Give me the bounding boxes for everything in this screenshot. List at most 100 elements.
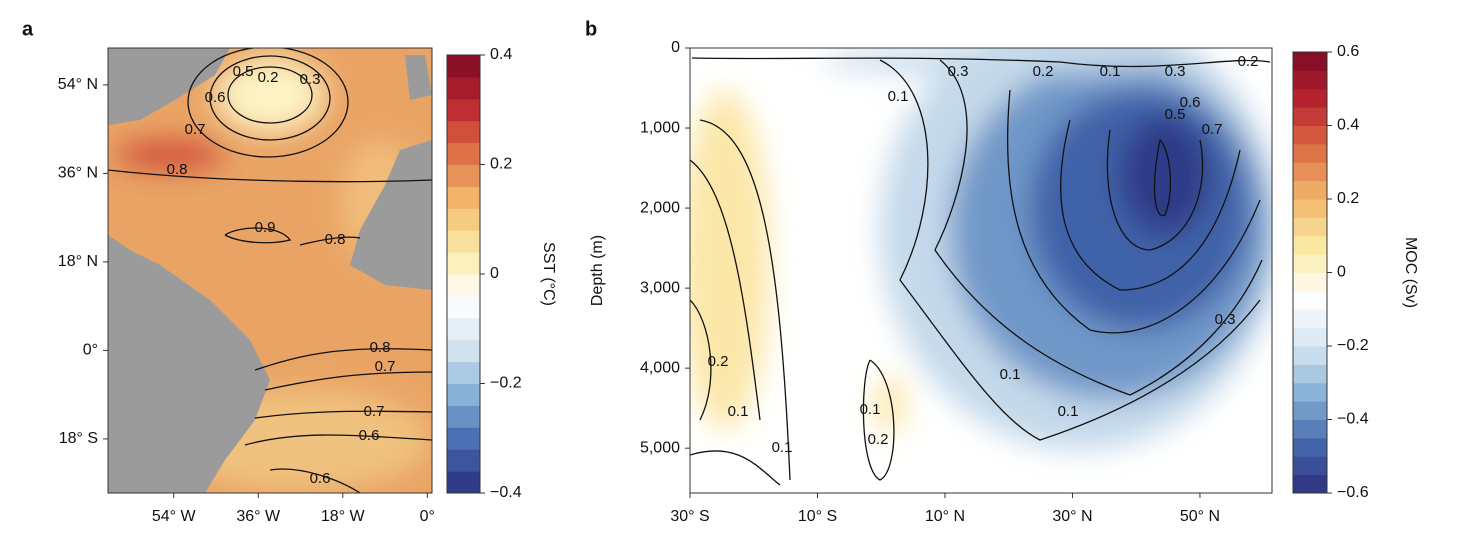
colorbar-band [447, 76, 480, 100]
colorbar-band [1293, 162, 1327, 182]
colorbar-band [447, 449, 480, 472]
contour-label: 0.5 [1165, 106, 1186, 123]
colorbar-band [1293, 382, 1327, 402]
colorbar-band [447, 274, 480, 297]
colorbar-band [1293, 346, 1327, 365]
plot-frame [107, 47, 433, 494]
colorbar-band [1293, 217, 1327, 237]
field [108, 48, 432, 493]
x-tick-label: 18° W [321, 508, 366, 525]
colorbar-tick-label: 0.2 [1337, 190, 1359, 207]
colorbar-band [1293, 70, 1327, 90]
contour-label: 0.1 [1100, 63, 1121, 80]
colorbar-tick-label: 0.4 [490, 46, 512, 63]
x-tick-label: 10° S [798, 508, 837, 525]
contour-label: 0.7 [1202, 121, 1223, 138]
contour-label: 0.8 [370, 339, 391, 356]
colorbar-band [447, 383, 480, 406]
contour-label: 0.6 [310, 470, 331, 487]
field [690, 48, 1272, 493]
contour-label: 0.3 [1165, 63, 1186, 80]
contour-label: 0.8 [325, 231, 346, 248]
y-tick-label: 54° N [58, 76, 98, 93]
contour-label: 0.1 [888, 88, 909, 105]
x-tick-label: 30° N [1052, 508, 1092, 525]
colorbar-band [447, 120, 480, 144]
colorbar-band [1293, 180, 1327, 200]
contour-label: 0.2 [258, 69, 279, 86]
colorbar-band [447, 98, 480, 122]
colorbar-band [447, 186, 480, 209]
x-tick-label: 54° W [152, 508, 197, 525]
colorbar-band [1293, 125, 1327, 145]
colorbar-band [447, 339, 480, 363]
colorbar-band [447, 405, 480, 428]
y-tick-label: 18° S [59, 430, 98, 447]
colorbar-band [447, 142, 480, 165]
contour-label: 0.1 [1058, 403, 1079, 420]
colorbar-tick-label: 0.2 [490, 156, 512, 173]
colorbar-band [447, 230, 480, 253]
contour-label: 0.7 [375, 358, 396, 375]
contour-label: 0.8 [167, 161, 188, 178]
x-tick-label: 36° W [236, 508, 281, 525]
colorbar-tick-label: 0 [1337, 264, 1346, 281]
contour-label: 0.2 [1238, 53, 1259, 70]
colorbar-band [1293, 290, 1327, 310]
y-tick-label: 5,000 [640, 439, 680, 456]
y-tick-label: 0 [671, 39, 680, 56]
colorbar-tick-label: 0.4 [1337, 117, 1359, 134]
x-tick-label: 0° [420, 508, 435, 525]
colorbar-band [447, 317, 480, 341]
colorbar-band [447, 295, 480, 319]
colorbar-tick-label: −0.4 [1337, 411, 1369, 428]
colorbar-band [1293, 52, 1327, 71]
contour-label: 0.3 [300, 71, 321, 88]
colorbar-band [1293, 474, 1327, 494]
colorbar-band [447, 361, 480, 384]
contour-label: 0.6 [359, 427, 380, 444]
colorbar-band [1293, 107, 1327, 126]
x-tick-label: 50° N [1180, 508, 1220, 525]
x-tick-label: 30° S [670, 508, 709, 525]
colorbar-band [1293, 199, 1327, 218]
contour-label: 0.9 [255, 219, 276, 236]
colorbar-band [1293, 272, 1327, 292]
colorbar-band [1293, 235, 1327, 255]
contour-label: 0.3 [948, 63, 969, 80]
colorbar-tick-label: −0.2 [490, 375, 522, 392]
colorbar-band [447, 208, 480, 231]
colorbar-band [1293, 327, 1327, 347]
colorbar-band [1293, 364, 1327, 384]
contour-label: 0.1 [1000, 366, 1021, 383]
contour-label: 0.2 [1033, 63, 1054, 80]
contour-label: 0.6 [205, 89, 226, 106]
colorbar-tick-label: −0.2 [1337, 337, 1369, 354]
colorbar-tick-label: 0.6 [1337, 43, 1359, 60]
colorbar-tick-label: −0.6 [1337, 484, 1369, 501]
panel-label: b [585, 18, 597, 40]
colorbar-band [1293, 437, 1327, 457]
plot-frame [689, 47, 1273, 494]
contour-label: 0.2 [708, 353, 729, 370]
colorbar-band [447, 164, 480, 187]
contour-label: 0.6 [1180, 94, 1201, 111]
contour-label: 0.1 [860, 401, 881, 418]
contour-label: 0.5 [233, 63, 254, 80]
colorbar-band [1293, 401, 1327, 420]
contour-label: 0.2 [868, 431, 889, 448]
colorbar-band [447, 427, 480, 450]
colorbar-tick-label: −0.4 [490, 484, 522, 501]
colorbar-band [1293, 309, 1327, 329]
colorbar-tick-label: 0 [490, 265, 499, 282]
colorbar-band [1293, 143, 1327, 163]
colorbar-band [1293, 88, 1327, 108]
y-tick-label: 1,000 [640, 119, 680, 136]
contour-label: 0.1 [772, 439, 793, 456]
colorbar-band [447, 252, 480, 275]
colorbar-label: SST (°C) [540, 242, 557, 306]
colorbar-label: MOC (Sv) [1402, 237, 1419, 308]
colorbar-band [447, 55, 480, 78]
colorbar-band [1293, 419, 1327, 439]
